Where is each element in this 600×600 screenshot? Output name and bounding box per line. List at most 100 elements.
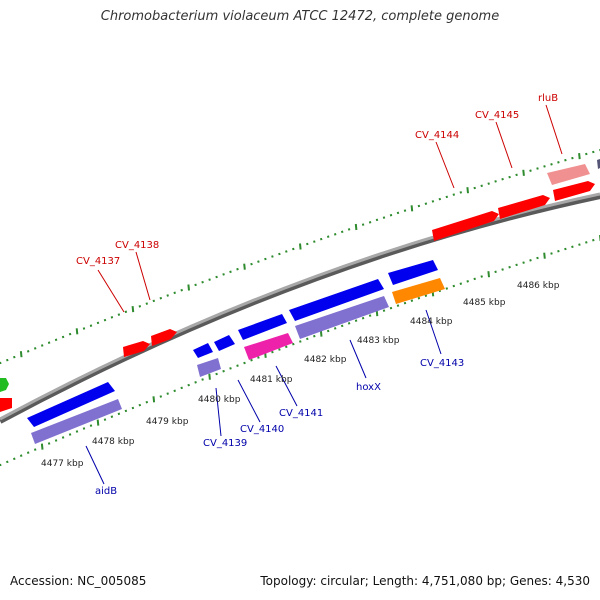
gene-label-cv4144[interactable]: CV_4144 <box>415 130 459 141</box>
gene-arrow-cv4139-b[interactable] <box>214 335 235 351</box>
minor-tick <box>382 216 386 219</box>
minor-tick <box>396 211 400 215</box>
minor-tick <box>571 245 574 249</box>
leader-cv4143 <box>425 309 442 355</box>
minor-tick <box>557 161 560 164</box>
gene-arrow-cv4143[interactable] <box>392 278 445 304</box>
leader-cv4138 <box>135 251 151 301</box>
leader-cv4140 <box>237 379 261 423</box>
gene-label-aidb[interactable]: aidB <box>95 486 117 497</box>
minor-tick <box>515 173 518 177</box>
gene-label-rlub[interactable]: rluB <box>538 93 558 104</box>
minor-tick <box>61 335 65 339</box>
gene-arrow-cv4137[interactable] <box>123 341 150 357</box>
gene-label-hoxx[interactable]: hoxX <box>356 382 381 393</box>
minor-tick <box>285 345 288 349</box>
scale-label: 4481 kbp <box>250 375 293 385</box>
minor-tick <box>82 427 86 430</box>
minor-tick <box>6 358 9 362</box>
minor-tick <box>306 242 309 246</box>
minor-tick <box>173 291 176 295</box>
minor-tick <box>215 275 218 279</box>
gene-arrow-left-edge[interactable] <box>0 398 12 412</box>
minor-tick <box>40 344 44 347</box>
label-leader-lines <box>85 104 563 485</box>
minor-tick <box>578 243 581 246</box>
minor-tick <box>138 305 142 308</box>
minor-tick <box>445 195 449 199</box>
gene-arrow-cv4144[interactable] <box>432 211 499 241</box>
minor-tick <box>222 369 225 373</box>
minor-tick <box>229 270 232 274</box>
minor-tick <box>201 280 204 284</box>
map-title: Chromobacterium violaceum ATCC 12472, co… <box>100 9 500 24</box>
minor-tick <box>215 372 218 376</box>
leader-hoxx <box>349 339 367 379</box>
minor-tick <box>54 338 58 342</box>
minor-tick <box>166 294 169 297</box>
minor-tick <box>550 163 553 166</box>
upper-tick-row <box>0 149 600 365</box>
gene-arrow-hoxx-rna[interactable] <box>295 296 389 339</box>
major-tick <box>543 252 546 259</box>
minor-tick <box>313 334 316 338</box>
gene-label-cv4137[interactable]: CV_4137 <box>76 256 120 267</box>
minor-tick <box>452 193 456 196</box>
minor-tick <box>550 252 553 255</box>
minor-tick <box>68 332 72 336</box>
scale-label: 4477 kbp <box>41 459 84 469</box>
minor-tick <box>487 182 490 185</box>
gene-label-cv4138[interactable]: CV_4138 <box>115 240 159 251</box>
minor-tick <box>340 324 344 328</box>
minor-tick <box>103 318 107 322</box>
minor-tick <box>375 218 379 222</box>
minor-tick <box>110 316 114 319</box>
minor-tick <box>480 184 483 188</box>
gene-arrow-hoxx-upper[interactable] <box>289 279 384 321</box>
gene-arrow-green[interactable] <box>0 378 9 392</box>
minor-tick <box>459 191 463 194</box>
gene-arrow-rlub[interactable] <box>553 181 595 201</box>
minor-tick <box>389 306 393 310</box>
gene-arrow-aidb-rna[interactable] <box>31 399 122 444</box>
minor-tick <box>173 389 176 393</box>
gene-arrow-cv4139-rna[interactable] <box>197 358 221 377</box>
major-tick <box>131 306 135 313</box>
scale-label: 4484 kbp <box>410 317 453 327</box>
minor-tick <box>529 259 532 262</box>
minor-tick <box>326 329 330 333</box>
leader-cv4137 <box>97 269 125 313</box>
minor-tick <box>159 395 163 398</box>
gene-arrow-pseudo[interactable] <box>547 164 590 185</box>
minor-tick <box>515 263 518 267</box>
gene-label-cv4145[interactable]: CV_4145 <box>475 110 519 121</box>
minor-tick <box>229 367 232 370</box>
gene-arrow-cv4140[interactable] <box>238 314 287 340</box>
major-tick <box>522 169 525 176</box>
gene-label-cv4140[interactable]: CV_4140 <box>240 424 284 435</box>
gene-arrow-cv4139-a[interactable] <box>193 343 213 358</box>
minor-tick <box>494 270 497 274</box>
minor-tick <box>501 177 504 181</box>
gene-arrow-cv4143-upper[interactable] <box>388 260 438 285</box>
minor-tick <box>257 260 260 263</box>
gene-arrow-cv4145[interactable] <box>498 195 550 219</box>
minor-tick <box>145 400 149 404</box>
minor-tick <box>417 204 421 208</box>
gene-arrow-cv4138[interactable] <box>151 329 177 346</box>
forward-strand-genes <box>0 159 600 412</box>
minor-tick <box>347 228 351 231</box>
gene-arrow-edge-right[interactable] <box>597 159 600 169</box>
gene-label-cv4141[interactable]: CV_4141 <box>279 408 323 419</box>
minor-tick <box>75 430 79 433</box>
gene-arrow-cv4141[interactable] <box>244 333 293 360</box>
major-tick <box>354 223 358 231</box>
minor-tick <box>13 457 16 461</box>
minor-tick <box>243 361 246 365</box>
gene-label-cv4143[interactable]: CV_4143 <box>420 358 464 369</box>
gene-arrow-aidb-upper[interactable] <box>27 382 115 427</box>
gene-label-cv4139[interactable]: CV_4139 <box>203 438 247 449</box>
forward-gene-labels: CV_4137 CV_4138 CV_4144 CV_4145 rluB <box>76 93 558 267</box>
minor-tick <box>292 342 295 346</box>
